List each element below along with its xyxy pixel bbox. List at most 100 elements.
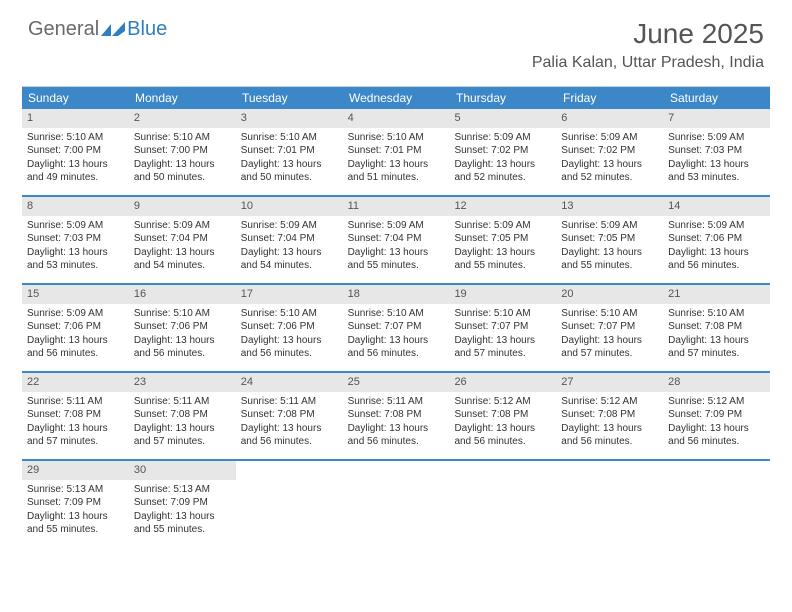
day-body: Sunrise: 5:11 AMSunset: 7:08 PMDaylight:… — [343, 392, 450, 454]
day-body: Sunrise: 5:09 AMSunset: 7:03 PMDaylight:… — [22, 216, 129, 278]
daylight-line: Daylight: 13 hours and 51 minutes. — [348, 158, 445, 185]
day-cell: 23Sunrise: 5:11 AMSunset: 7:08 PMDayligh… — [129, 373, 236, 459]
sunset-line: Sunset: 7:00 PM — [134, 144, 231, 158]
daylight-line: Daylight: 13 hours and 55 minutes. — [27, 510, 124, 537]
sunrise-line: Sunrise: 5:09 AM — [668, 131, 765, 145]
day-body: Sunrise: 5:10 AMSunset: 7:07 PMDaylight:… — [343, 304, 450, 366]
day-cell: 13Sunrise: 5:09 AMSunset: 7:05 PMDayligh… — [556, 197, 663, 283]
sunrise-line: Sunrise: 5:12 AM — [668, 395, 765, 409]
day-body: Sunrise: 5:09 AMSunset: 7:05 PMDaylight:… — [556, 216, 663, 278]
weekday-header: Friday — [557, 87, 664, 109]
sunset-line: Sunset: 7:07 PM — [348, 320, 445, 334]
weekday-row: SundayMondayTuesdayWednesdayThursdayFrid… — [22, 87, 770, 109]
sunset-line: Sunset: 7:08 PM — [454, 408, 551, 422]
sunset-line: Sunset: 7:06 PM — [668, 232, 765, 246]
day-number: 29 — [22, 461, 129, 480]
sunrise-line: Sunrise: 5:10 AM — [241, 131, 338, 145]
logo-text-blue: Blue — [127, 18, 167, 41]
day-number: 23 — [129, 373, 236, 392]
sunrise-line: Sunrise: 5:10 AM — [561, 307, 658, 321]
sunrise-line: Sunrise: 5:09 AM — [668, 219, 765, 233]
sunrise-line: Sunrise: 5:10 AM — [241, 307, 338, 321]
daylight-line: Daylight: 13 hours and 50 minutes. — [134, 158, 231, 185]
day-body: Sunrise: 5:10 AMSunset: 7:00 PMDaylight:… — [129, 128, 236, 190]
day-number: 8 — [22, 197, 129, 216]
sunrise-line: Sunrise: 5:11 AM — [348, 395, 445, 409]
day-cell: 24Sunrise: 5:11 AMSunset: 7:08 PMDayligh… — [236, 373, 343, 459]
week-row: 1Sunrise: 5:10 AMSunset: 7:00 PMDaylight… — [22, 109, 770, 197]
day-cell: 11Sunrise: 5:09 AMSunset: 7:04 PMDayligh… — [343, 197, 450, 283]
weekday-header: Wednesday — [343, 87, 450, 109]
sunset-line: Sunset: 7:04 PM — [134, 232, 231, 246]
day-cell: 15Sunrise: 5:09 AMSunset: 7:06 PMDayligh… — [22, 285, 129, 371]
sunrise-line: Sunrise: 5:09 AM — [561, 131, 658, 145]
day-cell: 2Sunrise: 5:10 AMSunset: 7:00 PMDaylight… — [129, 109, 236, 195]
day-number: 7 — [663, 109, 770, 128]
day-number: 14 — [663, 197, 770, 216]
sunset-line: Sunset: 7:06 PM — [27, 320, 124, 334]
flag-icon — [101, 22, 125, 38]
day-cell: 19Sunrise: 5:10 AMSunset: 7:07 PMDayligh… — [449, 285, 556, 371]
sunrise-line: Sunrise: 5:09 AM — [134, 219, 231, 233]
sunrise-line: Sunrise: 5:10 AM — [348, 131, 445, 145]
day-cell: 22Sunrise: 5:11 AMSunset: 7:08 PMDayligh… — [22, 373, 129, 459]
sunrise-line: Sunrise: 5:10 AM — [454, 307, 551, 321]
sunrise-line: Sunrise: 5:09 AM — [561, 219, 658, 233]
sunrise-line: Sunrise: 5:13 AM — [134, 483, 231, 497]
sunset-line: Sunset: 7:02 PM — [454, 144, 551, 158]
sunrise-line: Sunrise: 5:10 AM — [668, 307, 765, 321]
day-cell: 16Sunrise: 5:10 AMSunset: 7:06 PMDayligh… — [129, 285, 236, 371]
day-body: Sunrise: 5:11 AMSunset: 7:08 PMDaylight:… — [129, 392, 236, 454]
sunrise-line: Sunrise: 5:09 AM — [348, 219, 445, 233]
day-cell: 21Sunrise: 5:10 AMSunset: 7:08 PMDayligh… — [663, 285, 770, 371]
day-body: Sunrise: 5:09 AMSunset: 7:04 PMDaylight:… — [236, 216, 343, 278]
day-cell: 17Sunrise: 5:10 AMSunset: 7:06 PMDayligh… — [236, 285, 343, 371]
day-number: 3 — [236, 109, 343, 128]
sunset-line: Sunset: 7:02 PM — [561, 144, 658, 158]
day-number: 2 — [129, 109, 236, 128]
day-body: Sunrise: 5:09 AMSunset: 7:02 PMDaylight:… — [449, 128, 556, 190]
sunrise-line: Sunrise: 5:10 AM — [134, 131, 231, 145]
daylight-line: Daylight: 13 hours and 56 minutes. — [561, 422, 658, 449]
day-number: 12 — [449, 197, 556, 216]
weekday-header: Thursday — [450, 87, 557, 109]
sunset-line: Sunset: 7:05 PM — [561, 232, 658, 246]
day-body: Sunrise: 5:09 AMSunset: 7:02 PMDaylight:… — [556, 128, 663, 190]
day-cell: 3Sunrise: 5:10 AMSunset: 7:01 PMDaylight… — [236, 109, 343, 195]
day-cell: 25Sunrise: 5:11 AMSunset: 7:08 PMDayligh… — [343, 373, 450, 459]
day-cell — [663, 461, 770, 547]
day-number: 18 — [343, 285, 450, 304]
sunset-line: Sunset: 7:07 PM — [454, 320, 551, 334]
daylight-line: Daylight: 13 hours and 50 minutes. — [241, 158, 338, 185]
sunset-line: Sunset: 7:08 PM — [134, 408, 231, 422]
month-title: June 2025 — [532, 18, 764, 50]
day-number: 9 — [129, 197, 236, 216]
day-body: Sunrise: 5:10 AMSunset: 7:01 PMDaylight:… — [343, 128, 450, 190]
daylight-line: Daylight: 13 hours and 56 minutes. — [454, 422, 551, 449]
day-cell — [236, 461, 343, 547]
daylight-line: Daylight: 13 hours and 53 minutes. — [668, 158, 765, 185]
daylight-line: Daylight: 13 hours and 56 minutes. — [134, 334, 231, 361]
day-cell: 26Sunrise: 5:12 AMSunset: 7:08 PMDayligh… — [449, 373, 556, 459]
sunrise-line: Sunrise: 5:09 AM — [241, 219, 338, 233]
week-row: 8Sunrise: 5:09 AMSunset: 7:03 PMDaylight… — [22, 197, 770, 285]
sunrise-line: Sunrise: 5:11 AM — [27, 395, 124, 409]
weekday-header: Tuesday — [236, 87, 343, 109]
sunset-line: Sunset: 7:08 PM — [348, 408, 445, 422]
weekday-header: Sunday — [22, 87, 129, 109]
daylight-line: Daylight: 13 hours and 56 minutes. — [348, 334, 445, 361]
day-number: 16 — [129, 285, 236, 304]
sunset-line: Sunset: 7:08 PM — [241, 408, 338, 422]
week-row: 22Sunrise: 5:11 AMSunset: 7:08 PMDayligh… — [22, 373, 770, 461]
day-body: Sunrise: 5:09 AMSunset: 7:06 PMDaylight:… — [663, 216, 770, 278]
sunrise-line: Sunrise: 5:09 AM — [27, 219, 124, 233]
day-cell: 29Sunrise: 5:13 AMSunset: 7:09 PMDayligh… — [22, 461, 129, 547]
day-cell: 30Sunrise: 5:13 AMSunset: 7:09 PMDayligh… — [129, 461, 236, 547]
day-number: 13 — [556, 197, 663, 216]
sunset-line: Sunset: 7:08 PM — [561, 408, 658, 422]
sunset-line: Sunset: 7:07 PM — [561, 320, 658, 334]
daylight-line: Daylight: 13 hours and 56 minutes. — [348, 422, 445, 449]
sunrise-line: Sunrise: 5:10 AM — [27, 131, 124, 145]
day-cell: 5Sunrise: 5:09 AMSunset: 7:02 PMDaylight… — [449, 109, 556, 195]
logo-text-general: General — [28, 18, 99, 41]
